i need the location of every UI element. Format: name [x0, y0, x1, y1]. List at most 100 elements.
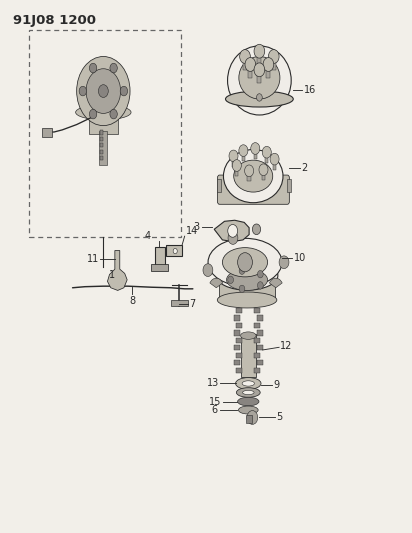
Bar — [265, 152, 268, 163]
Ellipse shape — [234, 160, 273, 192]
Bar — [101, 150, 103, 154]
Circle shape — [110, 63, 117, 73]
Circle shape — [239, 145, 248, 157]
Circle shape — [263, 58, 274, 71]
Circle shape — [98, 85, 108, 98]
Ellipse shape — [227, 269, 267, 290]
Ellipse shape — [216, 261, 278, 290]
Text: 12: 12 — [280, 341, 293, 351]
Ellipse shape — [239, 56, 280, 99]
Bar — [248, 64, 253, 78]
Ellipse shape — [242, 381, 255, 386]
Bar — [234, 360, 240, 366]
Bar — [171, 300, 187, 306]
Bar — [257, 360, 263, 366]
Bar — [273, 159, 276, 169]
Bar — [235, 165, 239, 176]
Ellipse shape — [227, 46, 291, 115]
Bar — [99, 131, 108, 165]
Bar — [236, 353, 242, 358]
Bar — [236, 338, 242, 343]
Text: 11: 11 — [87, 254, 99, 263]
Text: 1: 1 — [109, 270, 115, 280]
Ellipse shape — [239, 406, 258, 414]
Circle shape — [86, 69, 121, 114]
Circle shape — [79, 86, 87, 96]
Bar — [255, 353, 260, 358]
Text: 14: 14 — [185, 226, 198, 236]
Bar — [248, 171, 251, 181]
Wedge shape — [269, 278, 282, 288]
Text: 4: 4 — [144, 231, 150, 241]
Bar — [166, 245, 182, 256]
Text: 3: 3 — [194, 222, 200, 232]
Bar — [258, 70, 262, 83]
Bar — [236, 323, 242, 328]
Bar — [101, 137, 103, 141]
Circle shape — [240, 50, 250, 63]
Circle shape — [258, 282, 263, 289]
Bar — [257, 345, 263, 351]
Bar — [101, 131, 103, 135]
Circle shape — [239, 285, 245, 293]
Bar — [257, 316, 263, 321]
Bar — [234, 330, 240, 336]
Circle shape — [251, 143, 260, 155]
Bar — [236, 368, 242, 373]
Circle shape — [232, 160, 241, 171]
Bar — [242, 151, 245, 161]
Circle shape — [257, 94, 262, 101]
Circle shape — [173, 248, 177, 254]
Text: 16: 16 — [304, 85, 316, 95]
Circle shape — [77, 56, 130, 126]
Circle shape — [120, 86, 128, 96]
Circle shape — [245, 58, 256, 71]
Circle shape — [270, 154, 279, 165]
Circle shape — [89, 63, 97, 73]
Bar — [151, 264, 168, 271]
Circle shape — [259, 164, 268, 175]
Bar — [254, 149, 257, 159]
Circle shape — [253, 224, 261, 235]
Circle shape — [258, 270, 263, 278]
Circle shape — [247, 410, 258, 424]
Ellipse shape — [241, 332, 256, 340]
Bar — [154, 247, 165, 265]
Bar — [287, 179, 291, 192]
Circle shape — [110, 109, 117, 119]
Ellipse shape — [222, 248, 267, 277]
Circle shape — [245, 165, 254, 176]
Circle shape — [254, 44, 265, 58]
Circle shape — [239, 267, 245, 274]
Bar — [101, 143, 103, 148]
Bar — [236, 308, 242, 313]
Circle shape — [238, 253, 253, 272]
Bar — [234, 316, 240, 321]
Text: 15: 15 — [209, 397, 221, 407]
Circle shape — [254, 63, 265, 77]
Bar — [241, 334, 256, 376]
Ellipse shape — [236, 387, 260, 397]
Ellipse shape — [76, 105, 131, 120]
Bar — [255, 323, 260, 328]
Ellipse shape — [217, 292, 277, 308]
Ellipse shape — [208, 238, 282, 286]
Text: 8: 8 — [129, 296, 135, 306]
Circle shape — [229, 150, 238, 162]
Bar — [29, 30, 181, 237]
Ellipse shape — [223, 150, 283, 203]
Bar — [89, 112, 118, 134]
Bar — [217, 179, 221, 192]
Polygon shape — [214, 220, 249, 241]
FancyBboxPatch shape — [218, 175, 289, 204]
Bar — [234, 345, 240, 351]
Bar — [258, 51, 262, 64]
Bar — [101, 156, 103, 160]
Bar — [272, 56, 276, 70]
Circle shape — [228, 232, 238, 244]
Text: 10: 10 — [293, 253, 306, 263]
Wedge shape — [210, 278, 222, 288]
Circle shape — [203, 264, 213, 277]
Circle shape — [279, 256, 289, 269]
Text: 91J08 1200: 91J08 1200 — [13, 14, 96, 27]
